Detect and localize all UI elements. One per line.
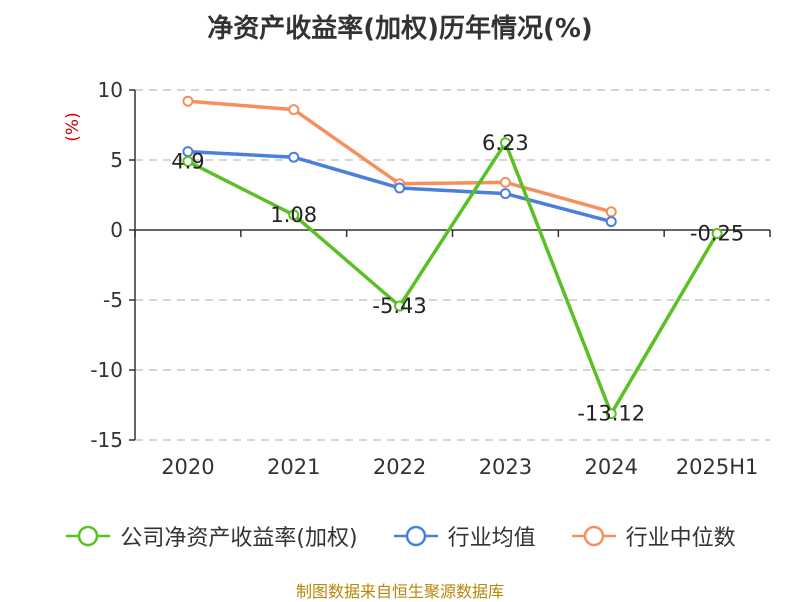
data-point (605, 408, 617, 420)
data-label: -0.25 (690, 222, 744, 246)
legend-marker (66, 525, 111, 547)
legend-item[interactable]: 公司净资产收益率(加权) (64, 520, 358, 552)
x-tick-label: 2024 (585, 455, 638, 479)
y-tick-label: -10 (90, 358, 123, 382)
legend-item[interactable]: 行业均值 (392, 520, 536, 552)
x-tick-label: 2021 (267, 455, 320, 479)
axes: 10 5 0 -5 -10 -15 2020 2021 2022 2023 2024 2025H1 (90, 78, 771, 479)
legend-marker (393, 525, 438, 547)
data-label: -5.43 (372, 294, 426, 318)
data-point (605, 216, 617, 228)
legend-label: 公司净资产收益率(加权) (120, 526, 358, 551)
data-point (288, 151, 300, 163)
data-point (394, 182, 406, 194)
legend-item[interactable]: 行业中位数 (570, 520, 736, 552)
data-point (182, 155, 194, 167)
line-chart: 10 5 0 -5 -10 -15 2020 2021 2022 2023 2024 2025H1 4… (63, 78, 771, 479)
legend-label: 行业均值 (447, 526, 536, 551)
data-label: 4.9 (171, 149, 204, 173)
data-point (499, 176, 511, 188)
data-label: -13.12 (577, 402, 645, 426)
data-point (605, 206, 617, 218)
chart-title: 净资产收益率(加权)历年情况(%) (207, 14, 593, 44)
data-label: 1.08 (270, 203, 317, 227)
data-label: 6.23 (482, 131, 529, 155)
legend: 公司净资产收益率(加权) 行业均值 行业中位数 (0, 520, 800, 552)
x-tick-label: 2020 (161, 455, 214, 479)
grid-lines (135, 89, 770, 441)
legend-marker-circle (583, 525, 604, 547)
y-tick-label: -15 (90, 428, 123, 452)
data-point (499, 188, 511, 200)
legend-marker-circle (78, 525, 99, 547)
x-tick-label: 2025H1 (676, 455, 759, 479)
y-axis-label: (%) (63, 112, 83, 141)
legend-marker-circle (405, 525, 426, 547)
series-line (187, 141, 719, 416)
y-tick-label: 0 (110, 218, 123, 242)
data-point (394, 300, 406, 312)
x-tick-label: 2023 (479, 455, 532, 479)
source-note: 制图数据来自恒生聚源数据库 (295, 582, 504, 601)
legend-label: 行业中位数 (625, 526, 736, 551)
data-point (288, 104, 300, 116)
data-point (711, 228, 723, 239)
y-tick-label: -5 (103, 288, 123, 312)
data-point (499, 137, 511, 149)
data-point (288, 209, 300, 221)
data-point (182, 95, 194, 107)
data-labels: 4.9 1.08 -5.43 6.23 -13.12 -0.25 (171, 131, 744, 426)
series-lines (182, 95, 723, 420)
x-tick-label: 2022 (373, 455, 426, 479)
legend-marker (571, 525, 616, 547)
y-tick-label: 5 (110, 148, 123, 172)
y-tick-label: 10 (98, 78, 123, 102)
